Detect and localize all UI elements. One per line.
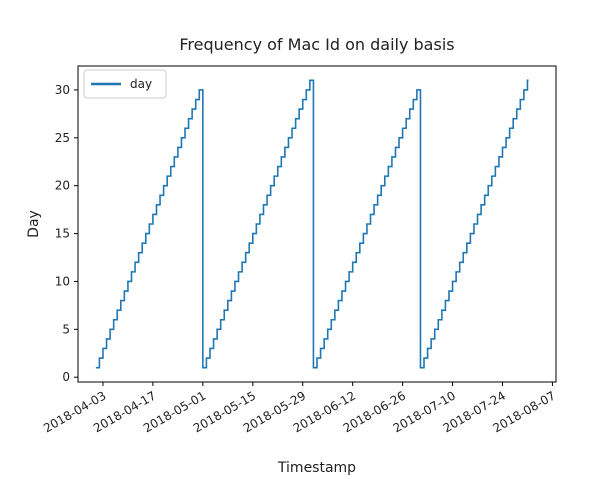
x-axis-label: Timestamp (277, 460, 356, 476)
legend-label-day: day (130, 77, 152, 91)
y-axis-ticks: 0 5 10 15 20 25 30 (55, 83, 78, 384)
series-line-day (95, 79, 529, 369)
plot-frame (77, 65, 557, 383)
y-tick-label: 20 (55, 179, 70, 193)
y-tick-label: 25 (55, 131, 70, 145)
legend: day (83, 69, 167, 99)
y-tick-label: 30 (55, 83, 70, 97)
legend-box (83, 69, 167, 99)
y-axis-label: Day (26, 210, 42, 238)
y-tick-label: 5 (62, 322, 70, 336)
y-tick-label: 0 (62, 370, 70, 384)
chart-title: Frequency of Mac Id on daily basis (179, 35, 454, 54)
series-layer (95, 79, 529, 369)
y-tick-label: 10 (55, 274, 70, 288)
y-tick-label: 15 (55, 227, 70, 241)
